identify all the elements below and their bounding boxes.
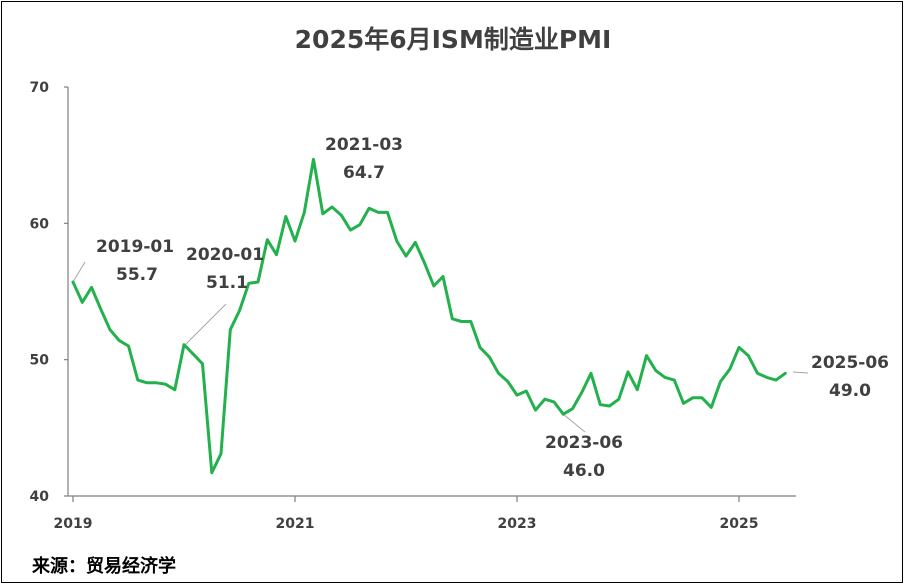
annotation-value-label: 46.0	[563, 461, 605, 481]
annotation-value-label: 55.7	[116, 265, 158, 285]
x-tick-label: 2023	[498, 516, 537, 532]
y-tick-label: 40	[30, 489, 50, 505]
x-tick-label: 2025	[720, 516, 759, 532]
y-tick-label: 50	[30, 353, 50, 369]
annotation-date-label: 2019-01	[96, 237, 174, 257]
source-note: 来源：贸易经济学	[32, 556, 176, 577]
annotation-date-label: 2020-01	[186, 245, 264, 265]
y-tick-label: 60	[30, 216, 50, 232]
pmi-series-line	[71, 157, 787, 475]
annotation-value-label: 49.0	[829, 381, 871, 401]
annotation-value-label: 64.7	[343, 163, 385, 183]
annotation-leader-line	[184, 303, 227, 346]
annotation-leader-line	[792, 371, 809, 374]
annotation-date-label: 2025-06	[811, 353, 889, 373]
annotation-date-label: 2021-03	[325, 135, 403, 155]
chart-title: 2025年6月ISM制造业PMI	[294, 25, 612, 54]
annotation-leader-line	[72, 261, 86, 283]
annotation-value-label: 51.1	[206, 273, 248, 293]
y-tick-label: 70	[30, 80, 50, 96]
annotation-leader-line	[562, 413, 586, 433]
x-tick-label: 2021	[276, 516, 315, 532]
annotation-date-label: 2023-06	[545, 433, 623, 453]
x-tick-label: 2019	[54, 516, 93, 532]
